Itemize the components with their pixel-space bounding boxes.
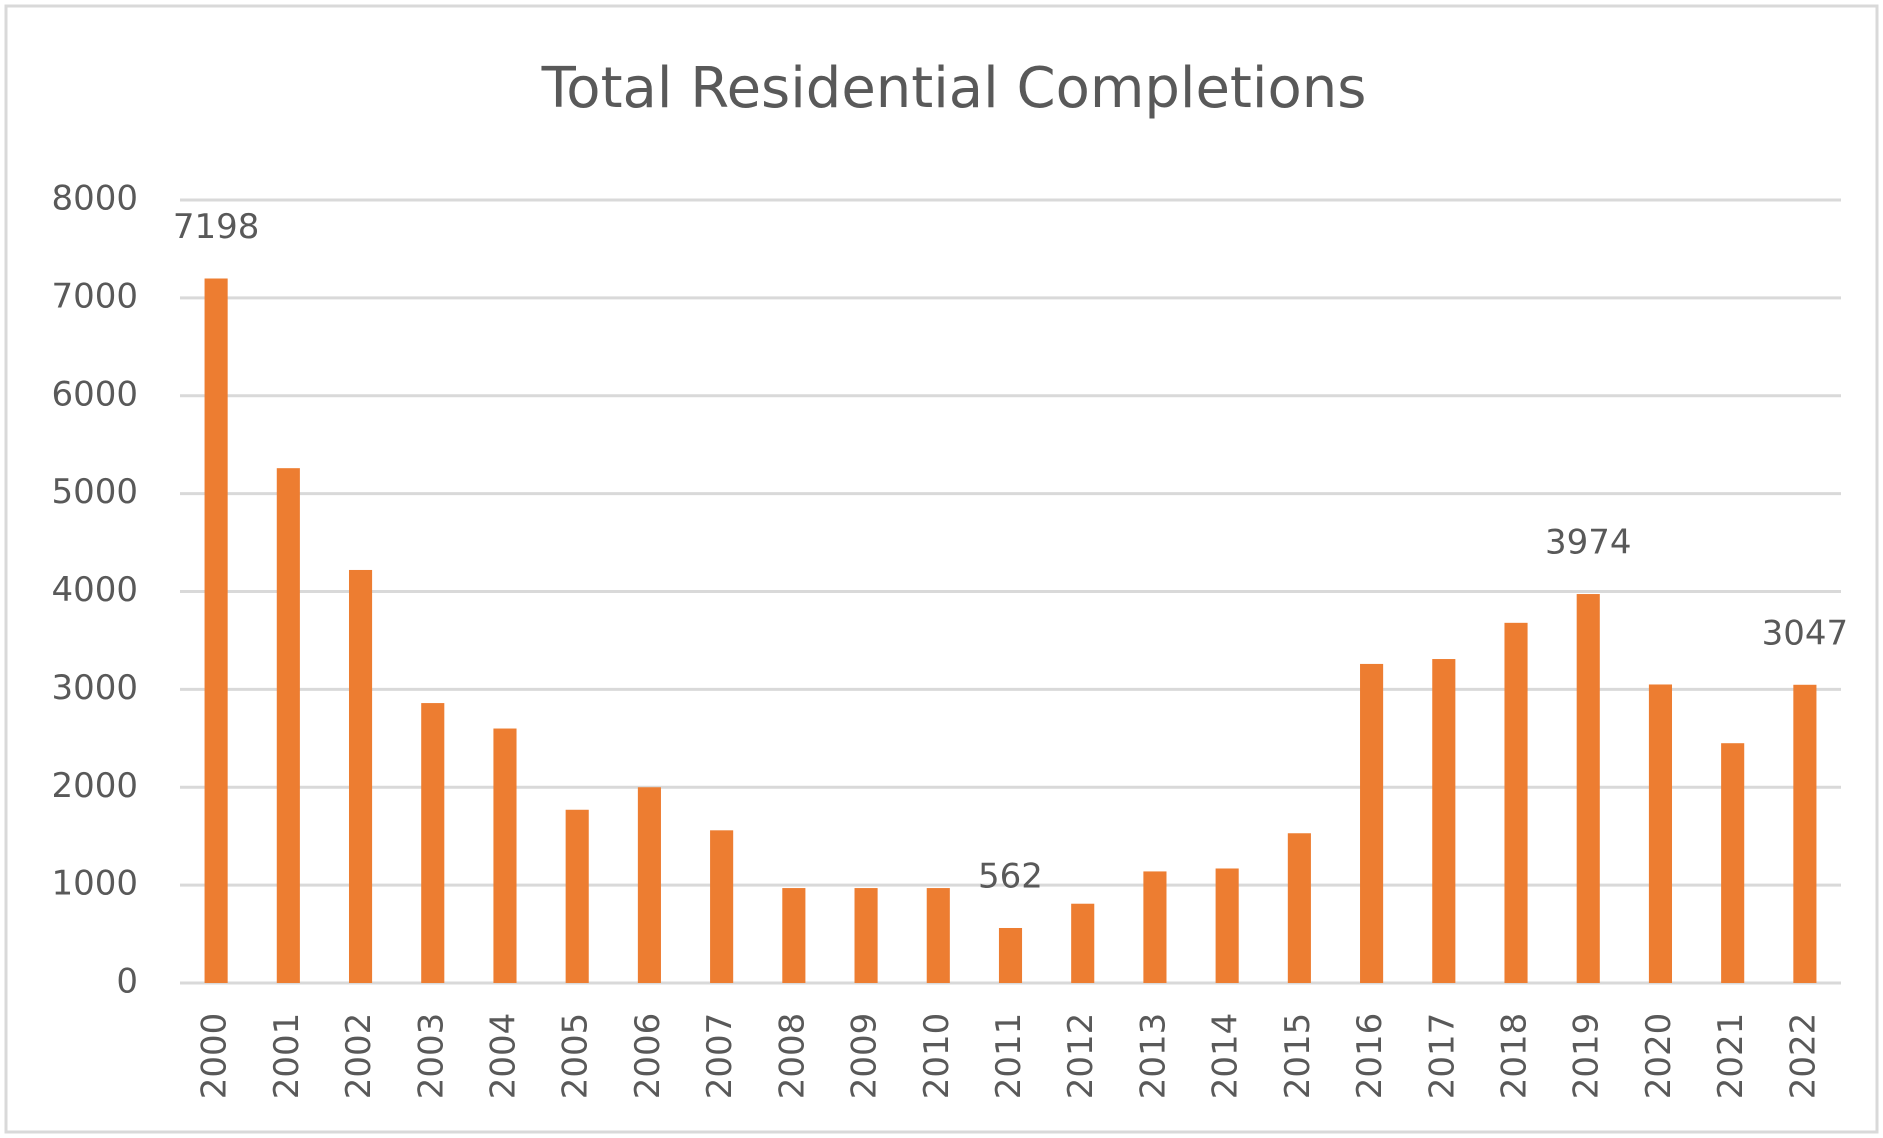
y-tick-label: 1000 (51, 864, 138, 904)
x-tick-label: 2002 (339, 1013, 379, 1100)
bar (1721, 743, 1745, 983)
bar (1648, 684, 1673, 983)
y-tick-label: 0 (116, 962, 138, 1002)
bar (565, 809, 589, 983)
bar (998, 927, 1023, 983)
y-tick-label: 3000 (51, 668, 138, 708)
x-tick-label: 2001 (267, 1013, 307, 1100)
bar (1287, 833, 1311, 983)
x-tick-label: 2012 (1061, 1013, 1101, 1100)
bar (1576, 594, 1600, 983)
bar (1071, 903, 1095, 983)
chart-title: Total Residential Completions (541, 56, 1367, 121)
x-tick-label: 2005 (556, 1013, 596, 1100)
data-label: 3047 (1762, 613, 1849, 653)
y-tick-label: 5000 (51, 472, 138, 512)
bar (1504, 622, 1528, 983)
x-tick-label: 2006 (628, 1013, 668, 1100)
x-tick-label: 2017 (1422, 1013, 1462, 1100)
y-tick-label: 4000 (51, 570, 138, 610)
x-tick-label: 2015 (1278, 1013, 1318, 1100)
bar (926, 888, 950, 983)
x-tick-label: 2013 (1133, 1013, 1173, 1100)
bar (348, 569, 373, 983)
y-tick-label: 6000 (51, 374, 138, 414)
x-tick-label: 2000 (195, 1013, 235, 1100)
x-tick-label: 2016 (1350, 1013, 1390, 1100)
bar (276, 468, 300, 983)
x-tick-label: 2011 (989, 1013, 1029, 1100)
data-label: 3974 (1545, 523, 1632, 563)
y-tick-label: 2000 (51, 766, 138, 806)
bar (1432, 659, 1456, 983)
x-tick-label: 2020 (1639, 1013, 1679, 1100)
bar (637, 787, 661, 983)
bar (1143, 871, 1167, 983)
x-tick-label: 2019 (1567, 1013, 1607, 1100)
x-tick-label: 2022 (1783, 1013, 1823, 1100)
x-tick-label: 2004 (483, 1013, 523, 1100)
data-label: 7198 (173, 207, 260, 247)
x-tick-label: 2014 (1206, 1013, 1246, 1100)
bar (493, 728, 517, 983)
x-tick-label: 2018 (1495, 1013, 1535, 1100)
bar (782, 888, 806, 983)
bar (204, 278, 228, 984)
bar (1215, 868, 1239, 983)
x-tick-label: 2021 (1711, 1013, 1751, 1100)
x-tick-label: 2003 (411, 1013, 451, 1100)
x-tick-label: 2008 (772, 1013, 812, 1100)
y-tick-label: 8000 (51, 179, 138, 219)
y-tick-label: 7000 (51, 276, 138, 316)
x-tick-label: 2009 (845, 1013, 885, 1100)
bar (854, 888, 878, 983)
x-tick-label: 2010 (917, 1013, 957, 1100)
bar (1360, 663, 1384, 983)
data-label: 562 (978, 856, 1043, 896)
bar (1793, 684, 1817, 983)
x-tick-label: 2007 (700, 1013, 740, 1100)
bar (421, 703, 445, 983)
bar (710, 830, 734, 983)
